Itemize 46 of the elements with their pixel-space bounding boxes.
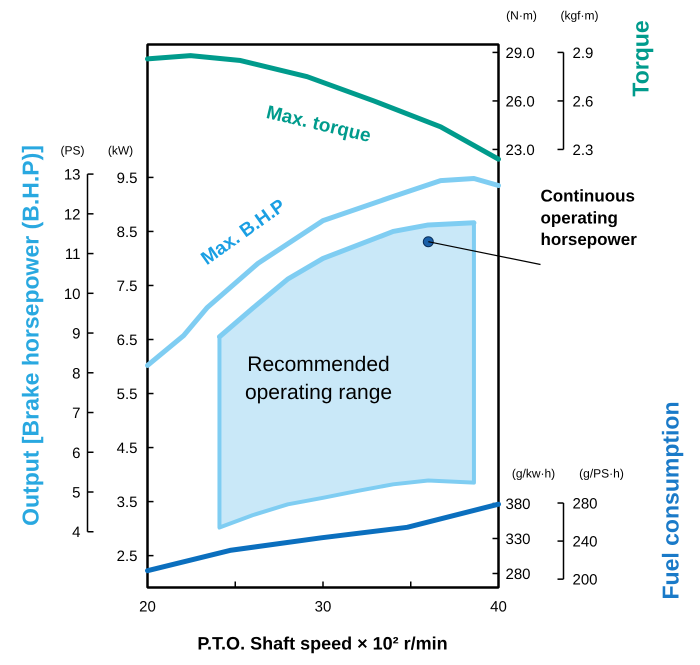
annotation: Continuous operating horsepower	[540, 186, 638, 250]
text: 2.3	[572, 142, 594, 159]
text: 200	[572, 572, 598, 589]
text: 9	[72, 326, 80, 343]
text: 7	[72, 405, 80, 422]
text: 8	[72, 365, 80, 382]
text: (kW)	[108, 144, 134, 158]
x-tick-label: 40	[490, 598, 507, 616]
text: 2.9	[572, 44, 594, 62]
x-tick-label: 30	[314, 598, 332, 616]
y3-axis-title: Fuel consumption	[658, 401, 684, 600]
text: (g/PS·h)	[579, 466, 624, 480]
text: (PS)	[60, 144, 85, 158]
x-tick-label: 20	[139, 598, 156, 616]
text: (N·m)	[506, 8, 537, 22]
y3-tick-label: 330	[506, 531, 531, 548]
y-tick-label: 9.5	[116, 170, 138, 187]
series-label: Recommended operating range	[244, 353, 392, 404]
text: 4	[72, 524, 80, 542]
y-tick-label: 2.5	[116, 548, 138, 566]
text: (g/kw·h)	[512, 466, 556, 480]
y-tick-label: 5.5	[116, 386, 138, 404]
text: 10	[64, 286, 81, 303]
y2-axis-title: Torque	[628, 20, 654, 97]
y3-tick-label: 380	[506, 496, 531, 513]
text: Max. torque	[264, 102, 373, 147]
y-axis-title: Output [Brake horsepower (B.H.P)]	[18, 145, 44, 526]
text: 5	[72, 484, 80, 502]
y2-tick-label: 29.0	[506, 44, 535, 62]
text: 13	[64, 166, 81, 184]
text: 6	[72, 444, 80, 462]
text: 280	[572, 496, 598, 513]
y3-tick-label: 280	[506, 566, 531, 583]
y-tick-label: 4.5	[116, 440, 138, 458]
text: 12	[64, 206, 81, 224]
y-tick-label: 6.5	[116, 332, 138, 350]
y2-tick-label: 26.0	[506, 93, 535, 110]
y-tick-label: 7.5	[116, 278, 138, 295]
y2-tick-label: 23.0	[506, 142, 535, 159]
x-axis-title: P.T.O. Shaft speed × 10² r/min	[197, 634, 448, 654]
text: (kgf·m)	[560, 8, 599, 22]
text: 11	[64, 246, 81, 264]
text: 240	[572, 534, 598, 551]
y-tick-label: 8.5	[116, 224, 138, 241]
y-tick-label: 3.5	[116, 494, 138, 512]
text: 2.6	[572, 93, 594, 110]
